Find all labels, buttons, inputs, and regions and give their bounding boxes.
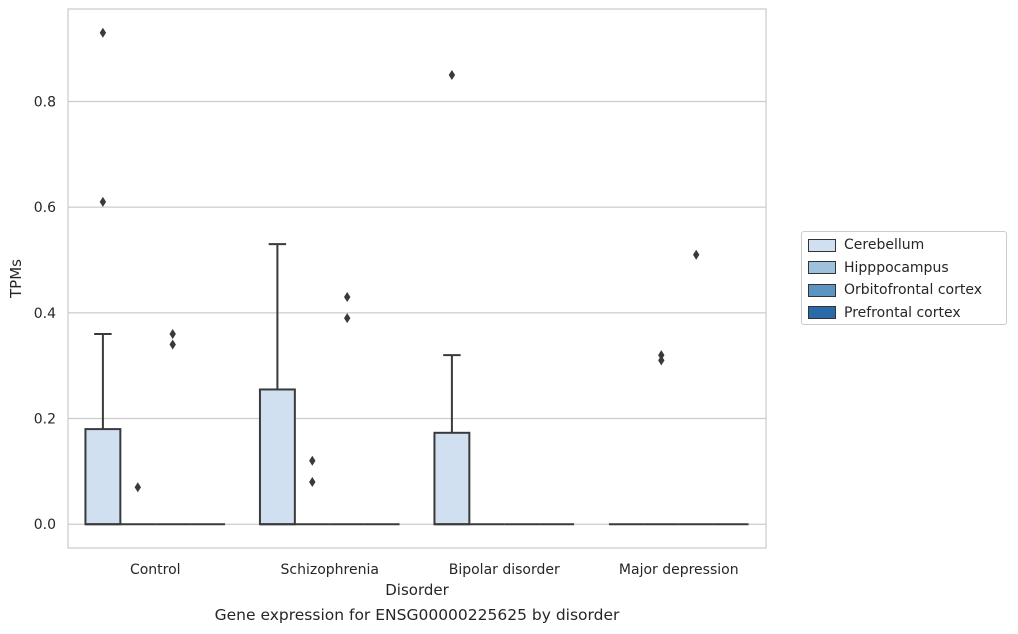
outlier-point xyxy=(169,328,176,339)
outlier-point xyxy=(344,313,351,324)
box-hipppocampus xyxy=(120,482,156,526)
gridlines xyxy=(68,100,766,525)
outlier-point xyxy=(309,455,316,466)
box xyxy=(433,431,471,526)
plot-frame xyxy=(67,8,767,549)
x-axis-label: Disorder xyxy=(385,581,449,599)
y-tick-label: 0.0 xyxy=(34,517,56,533)
y-tick-label: 0.2 xyxy=(34,412,56,428)
legend-label: Cerebellum xyxy=(844,237,925,254)
x-tick-labels: Control Schizophrenia Bipolar disorder Majo… xyxy=(130,562,739,578)
outlier-point xyxy=(99,27,107,38)
outlier-point xyxy=(169,339,176,350)
box-orbitofrontal-cortex xyxy=(329,291,365,526)
chart-caption: Gene expression for ENSG00000225625 by d… xyxy=(214,606,620,624)
y-tick-label: 0.8 xyxy=(34,94,56,110)
x-tick-label: Schizophrenia xyxy=(281,562,379,578)
legend-label: Hipppocampus xyxy=(844,259,949,276)
outlier-point xyxy=(134,482,141,493)
legend-swatch xyxy=(808,238,836,252)
boxes xyxy=(84,27,749,526)
box xyxy=(258,388,296,526)
legend-item: Orbitofrontal cortex xyxy=(808,279,1006,302)
legend-label: Prefrontal cortex xyxy=(844,304,961,321)
y-tick-label: 0.6 xyxy=(34,200,56,216)
box-hipppocampus xyxy=(294,455,330,526)
box-orbitofrontal-cortex xyxy=(678,249,714,526)
outlier-point xyxy=(99,196,107,207)
outlier-point xyxy=(658,355,665,366)
y-tick-labels: 0.0 0.2 0.4 0.6 0.8 xyxy=(34,94,56,533)
x-tick-label: Control xyxy=(130,562,181,578)
legend: Cerebellum Hipppocampus Orbitofrontal cort… xyxy=(801,231,1007,325)
y-tick-label: 0.4 xyxy=(34,306,56,322)
y-axis-label: TPMs xyxy=(7,259,25,299)
box-cerebellum xyxy=(258,243,296,526)
outlier-point xyxy=(448,70,456,81)
legend-swatch xyxy=(808,306,836,320)
legend-list: Cerebellum Hipppocampus Orbitofrontal cort… xyxy=(802,232,1006,324)
box-cerebellum xyxy=(84,27,122,526)
x-tick-label: Major depression xyxy=(619,562,739,578)
legend-item: Prefrontal cortex xyxy=(808,302,1006,325)
box-orbitofrontal-cortex xyxy=(155,328,191,526)
legend-item: Cerebellum xyxy=(808,234,1006,257)
x-tick-label: Bipolar disorder xyxy=(449,562,560,578)
outlier-point xyxy=(344,291,351,302)
legend-item: Hipppocampus xyxy=(808,257,1006,280)
legend-swatch xyxy=(808,261,836,275)
outlier-point xyxy=(309,476,316,487)
box-cerebellum xyxy=(433,70,471,526)
box-hipppocampus xyxy=(643,350,679,526)
legend-swatch xyxy=(808,283,836,297)
box xyxy=(84,428,122,526)
outlier-point xyxy=(658,350,665,361)
outlier-point xyxy=(693,249,700,260)
legend-label: Orbitofrontal cortex xyxy=(844,282,982,299)
